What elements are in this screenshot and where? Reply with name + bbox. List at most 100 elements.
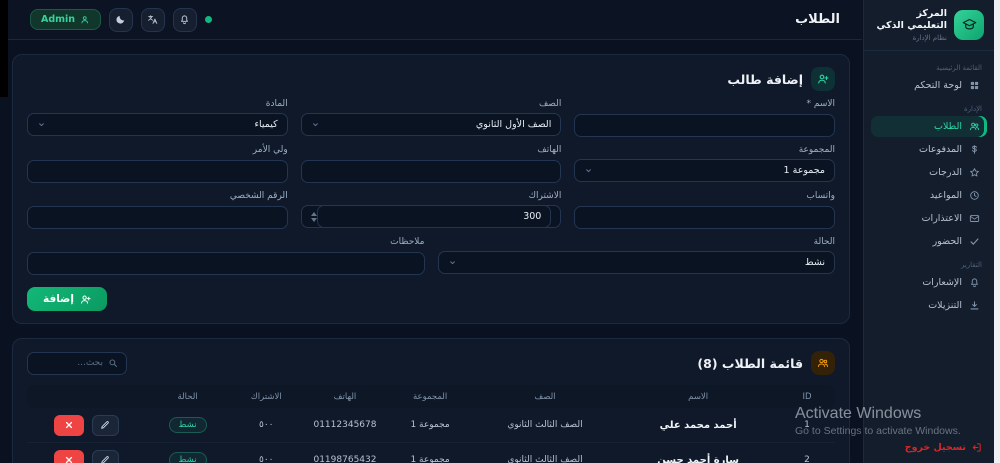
brand-subtitle: نظام الإدارة (912, 33, 947, 42)
sidebar-item-label: التنزيلات (928, 299, 962, 311)
subject-label: المادة (265, 99, 288, 109)
cell-status: نشط (145, 417, 230, 433)
logout-icon (971, 442, 982, 453)
clock-icon (969, 190, 980, 201)
translate-icon (147, 14, 158, 25)
subject-select[interactable]: كيمياء (27, 113, 288, 136)
sidebar-item-schedules[interactable]: المواعيد (871, 185, 987, 206)
sidebar-item-label: لوحة التحكم (914, 79, 962, 91)
sidebar-item-label: المواعيد (929, 189, 962, 201)
field-group: المجموعة مجموعة 1 (574, 145, 835, 183)
subscription-value-input[interactable] (316, 205, 552, 228)
top-header: الطلاب Admin (0, 0, 862, 40)
group-select[interactable]: مجموعة 1 (574, 159, 835, 182)
students-icon (969, 121, 980, 132)
edit-student-button[interactable] (91, 414, 119, 436)
admin-user-button[interactable]: Admin (30, 9, 101, 30)
col-grade: الصف (534, 391, 556, 402)
sidebar-item-downloads[interactable]: التنزيلات (871, 295, 987, 316)
sidebar: المركز التعليمي الذكي نظام الإدارة القائ… (863, 0, 994, 463)
personal-id-input[interactable] (27, 206, 288, 229)
users-icon (817, 357, 829, 369)
dollar-icon (969, 144, 980, 155)
chevron-down-icon (37, 120, 46, 129)
grade-label: الصف (538, 99, 562, 109)
cell-phone: 01112345678 (313, 420, 377, 430)
check-icon (969, 236, 980, 247)
number-spinner[interactable] (310, 211, 317, 222)
cell-actions (27, 449, 145, 463)
add-student-card-icon (811, 67, 835, 91)
sidebar-item-dashboard[interactable]: لوحة التحكم (871, 75, 987, 96)
screen-edge-strip (0, 0, 8, 97)
field-phone: الهاتف (300, 145, 562, 183)
phone-label: الهاتف (537, 145, 562, 155)
search-input[interactable] (36, 358, 103, 368)
sidebar-item-attendance[interactable]: الحضور (871, 231, 987, 252)
sidebar-item-notifications[interactable]: الإشعارات (871, 272, 987, 293)
field-subscription: الاشتراك (300, 191, 562, 229)
whatsapp-input[interactable] (574, 206, 835, 229)
language-toggle-button[interactable] (140, 7, 165, 32)
nav-section-reports: التقارير (960, 260, 982, 269)
cell-id: 2 (804, 455, 810, 463)
guardian-input[interactable] (27, 160, 288, 183)
sidebar-item-grades[interactable]: الدرجات (871, 162, 987, 183)
user-plus-icon (817, 73, 829, 85)
envelope-icon (969, 213, 980, 224)
students-list-card: قائمة الطلاب (8) ID الاسم الصف المجموعة … (12, 338, 850, 463)
logout-label: تسجيل خروج (904, 442, 966, 453)
nav-section-main: القائمة الرئيسية (936, 63, 982, 72)
table-header-row: ID الاسم الصف المجموعة الهاتف الاشتراك ا… (27, 385, 835, 408)
col-id: ID (802, 391, 812, 402)
add-student-submit-button[interactable]: إضافة (27, 287, 107, 311)
chevron-down-icon (448, 258, 457, 267)
subscription-number-input[interactable] (300, 205, 562, 228)
sidebar-item-excuses[interactable]: الاعتذارات (871, 208, 987, 229)
cell-phone: 01198765432 (313, 455, 377, 463)
edit-student-button[interactable] (91, 449, 119, 463)
add-student-title: إضافة طالب (727, 71, 803, 87)
status-badge: نشط (168, 452, 207, 463)
close-icon (64, 455, 74, 463)
cell-subscription: ٥٠٠ (259, 455, 274, 463)
browser-scrollbar[interactable] (994, 0, 1000, 463)
col-status: الحالة (177, 391, 198, 402)
theme-toggle-button[interactable] (108, 7, 133, 32)
pencil-icon (100, 420, 110, 430)
phone-input[interactable] (300, 160, 562, 183)
notes-input[interactable] (27, 252, 425, 275)
delete-student-button[interactable] (53, 414, 84, 436)
user-icon (80, 15, 90, 25)
delete-student-button[interactable] (53, 449, 84, 463)
cell-grade: الصف الثالث الثانوي (507, 420, 583, 430)
name-input[interactable] (574, 114, 835, 137)
grade-select[interactable]: الصف الأول الثانوي (300, 113, 562, 136)
table-row: 2 سارة أحمد حسن الصف الثالث الثانوي مجمو… (27, 443, 835, 463)
notifications-button[interactable] (172, 7, 197, 32)
field-status: الحالة نشط (437, 237, 835, 275)
cell-actions (27, 414, 145, 436)
subscription-label: الاشتراك (528, 191, 562, 201)
field-name: الاسم * (574, 99, 835, 137)
bell-icon (179, 14, 190, 25)
sidebar-item-label: الطلاب (934, 120, 962, 132)
sidebar-item-label: الحضور (932, 235, 962, 247)
sidebar-item-students[interactable]: الطلاب (871, 115, 987, 137)
sidebar-item-label: الدرجات (929, 166, 962, 178)
group-select-value: مجموعة 1 (783, 165, 825, 176)
field-whatsapp: واتساب (574, 191, 835, 229)
sidebar-item-label: الإشعارات (922, 276, 962, 288)
search-box[interactable] (27, 351, 127, 375)
logout-button[interactable]: تسجيل خروج (864, 434, 994, 463)
name-label: الاسم * (806, 99, 835, 109)
cell-name: سارة أحمد حسن (657, 454, 740, 463)
search-icon (108, 358, 118, 368)
moon-icon (115, 14, 126, 25)
field-personal-id: الرقم الشخصي (27, 191, 288, 229)
status-select[interactable]: نشط (437, 251, 835, 274)
dashboard-grid-icon (969, 80, 980, 91)
notes-label: ملاحظات (390, 237, 425, 247)
sidebar-item-payments[interactable]: المدفوعات (871, 139, 987, 160)
